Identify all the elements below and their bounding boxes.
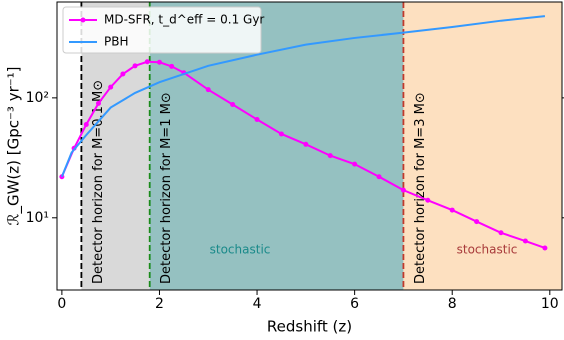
data-point: [132, 63, 138, 69]
data-point: [522, 238, 528, 244]
data-point: [425, 197, 431, 203]
x-tick-label: 8: [448, 296, 457, 312]
detector-label: Detector horizon for M=0.1 M⊙: [91, 80, 106, 284]
data-point: [542, 245, 548, 251]
x-tick-label: 10: [541, 296, 559, 312]
legend-label: PBH: [104, 35, 129, 49]
x-axis-label: Redshift (z): [267, 318, 352, 336]
data-point: [498, 230, 504, 236]
data-point: [474, 219, 480, 225]
data-point: [376, 174, 382, 180]
data-point: [83, 121, 89, 127]
data-point: [400, 187, 406, 193]
legend-marker: [80, 17, 86, 23]
data-point: [205, 87, 211, 93]
y-tick-label: 10¹: [26, 210, 49, 226]
detector-label: Detector horizon for M=1 M⊙: [159, 92, 174, 284]
legend: MD-SFR, t_d^eff = 0.1 Gyr PBH: [62, 6, 264, 54]
series-line: [60, 15, 546, 178]
data-point: [278, 131, 284, 137]
legend-label: MD-SFR, t_d^eff = 0.1 Gyr: [104, 13, 264, 27]
plot-frame: [56, 1, 563, 291]
data-point: [144, 59, 150, 65]
y-axis-label: ℛ_GW(z) [Gpc⁻³ yr⁻¹]: [5, 66, 24, 225]
data-point: [169, 63, 175, 69]
annotation: stochastic: [457, 243, 518, 257]
x-tick-label: 0: [57, 296, 66, 312]
data-point: [327, 153, 333, 159]
data-point: [254, 117, 260, 123]
data-point: [95, 100, 101, 106]
x-tick-label: 4: [253, 296, 262, 312]
legend-box: [62, 6, 262, 54]
y-tick-label: 10²: [26, 90, 49, 106]
x-tick-label: 2: [155, 296, 164, 312]
data-point: [352, 161, 358, 167]
x-tick-label: 6: [350, 296, 359, 312]
series-line: [60, 60, 546, 249]
data-point: [449, 207, 455, 213]
data-point: [156, 59, 162, 65]
data-point: [303, 141, 309, 147]
detector-label: Detector horizon for M=3 M⊙: [413, 92, 428, 284]
data-point: [120, 71, 126, 77]
data-point: [230, 102, 236, 108]
annotation: stochastic: [210, 243, 271, 257]
data-point: [108, 84, 114, 90]
shaded-region: [403, 2, 562, 290]
